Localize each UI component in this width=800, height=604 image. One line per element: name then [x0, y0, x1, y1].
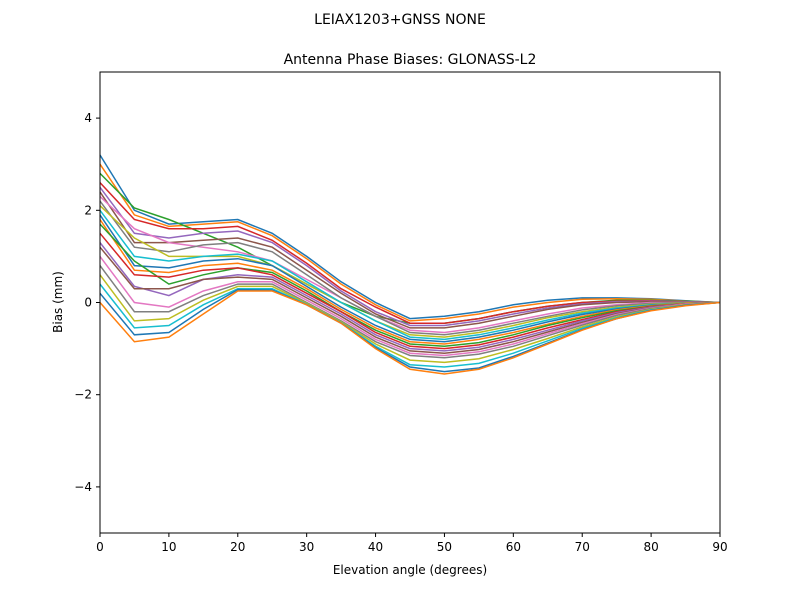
- series-line-2: [99, 163, 721, 322]
- series-line-17: [99, 255, 721, 357]
- y-axis-label: Bias (mm): [51, 271, 65, 333]
- x-tick-label: 90: [712, 540, 727, 554]
- series-line-20: [99, 283, 721, 368]
- x-tick-label: 40: [368, 540, 383, 554]
- series-line-13: [99, 223, 721, 348]
- x-tick-label: 10: [161, 540, 176, 554]
- x-tick-label: 60: [506, 540, 521, 554]
- series-line-22: [99, 290, 721, 375]
- series-line-7: [99, 195, 720, 334]
- series-line-14: [99, 232, 721, 350]
- series-line-12: [99, 219, 721, 345]
- y-axis: −4 −2 0 2 4: [74, 111, 100, 494]
- series-line-18: [99, 265, 721, 359]
- y-tick-label: −4: [74, 480, 92, 494]
- y-tick-label: 4: [84, 111, 92, 125]
- y-tick-label: 2: [84, 203, 92, 217]
- series-lines: [99, 154, 721, 375]
- x-axis-label: Elevation angle (degrees): [333, 563, 487, 577]
- x-tick-label: 80: [643, 540, 658, 554]
- x-tick-label: 70: [575, 540, 590, 554]
- x-tick-label: 50: [437, 540, 452, 554]
- chart-title: Antenna Phase Biases: GLONASS-L2: [284, 52, 537, 68]
- series-line-16: [99, 246, 721, 354]
- series-line-19: [99, 274, 721, 364]
- figure-suptitle: LEIAX1203+GNSS NONE: [314, 12, 486, 28]
- y-tick-label: 0: [84, 296, 92, 310]
- series-line-10: [99, 209, 721, 341]
- x-tick-label: 30: [299, 540, 314, 554]
- x-tick-label: 20: [230, 540, 245, 554]
- series-line-1: [99, 154, 721, 320]
- series-line-5: [99, 186, 721, 327]
- series-line-11: [99, 214, 721, 343]
- series-line-6: [99, 191, 721, 329]
- x-axis: 0 10 20 30 40 50 60 70 80 90: [96, 533, 728, 554]
- series-line-8: [99, 200, 720, 336]
- x-tick-label: 0: [96, 540, 104, 554]
- y-tick-label: −2: [74, 388, 92, 402]
